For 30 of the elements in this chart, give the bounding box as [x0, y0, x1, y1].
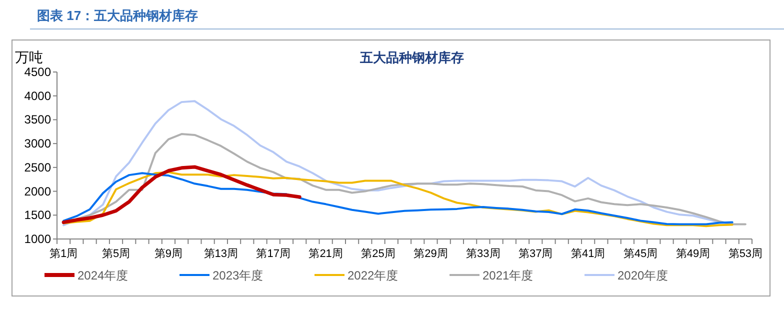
legend-label: 2021年度 [482, 268, 534, 282]
x-tick-label: 第41周 [570, 248, 606, 260]
chart-title: 图表 17：五大品种钢材库存 [37, 8, 198, 23]
y-tick-label: 2500 [24, 160, 52, 174]
x-tick-label: 第21周 [308, 248, 343, 260]
y-tick-label: 1500 [24, 208, 52, 222]
x-tick-label: 第45周 [623, 248, 658, 260]
x-tick-label: 第13周 [204, 248, 238, 260]
x-tick-label: 第33周 [466, 248, 500, 260]
x-tick-label: 第37周 [518, 248, 553, 260]
x-tick-label: 第53周 [728, 248, 763, 260]
x-tick-label: 第1周 [49, 248, 78, 260]
x-tick-label: 第29周 [414, 248, 448, 260]
y-tick-label: 3500 [24, 112, 52, 127]
y-tick-label: 4000 [24, 88, 52, 103]
chart-subtitle: 五大品种钢材库存 [359, 50, 464, 65]
y-tick-label: 2000 [24, 184, 52, 198]
legend-label: 2023年度 [212, 268, 264, 282]
y-axis-title: 万吨 [15, 49, 43, 65]
legend-label: 2022年度 [348, 268, 398, 282]
legend-label: 2020年度 [618, 268, 668, 282]
x-tick-label: 第5周 [102, 248, 130, 260]
y-tick-label: 1000 [24, 232, 52, 246]
y-tick-label: 4500 [24, 65, 52, 79]
x-tick-label: 第9周 [154, 248, 183, 260]
y-tick-label: 3000 [24, 136, 52, 151]
x-tick-label: 第17周 [256, 248, 290, 260]
x-tick-label: 第49周 [676, 248, 710, 260]
x-tick-label: 第25周 [361, 248, 396, 260]
legend-label: 2024年度 [78, 268, 128, 282]
